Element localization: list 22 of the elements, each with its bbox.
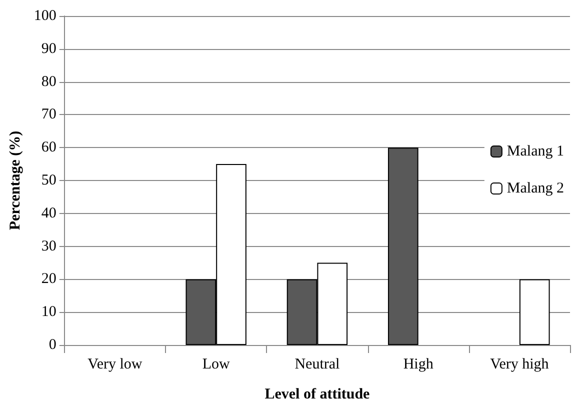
x-tick-label: High bbox=[403, 356, 434, 372]
y-tick-label: 50 bbox=[41, 172, 56, 188]
bar bbox=[519, 279, 550, 345]
y-tick-label: 70 bbox=[41, 106, 56, 123]
y-axis-title: Percentage (%) bbox=[8, 130, 24, 230]
y-tick-label: 20 bbox=[41, 271, 56, 288]
x-axis-title: Level of attitude bbox=[264, 386, 370, 402]
y-tick-label: 80 bbox=[41, 74, 56, 90]
y-tick-label: 60 bbox=[41, 140, 56, 156]
bar bbox=[388, 148, 418, 345]
legend-label: Malang 2 bbox=[506, 180, 564, 196]
y-tick-label: 90 bbox=[41, 40, 56, 57]
y-tick-label: 10 bbox=[41, 304, 56, 320]
y-tick-label: 100 bbox=[34, 8, 56, 24]
x-tick-label: Very high bbox=[490, 356, 550, 372]
y-tick-label: 30 bbox=[41, 238, 56, 254]
x-tick-label: Low bbox=[202, 356, 230, 372]
y-tick-label: 0 bbox=[48, 337, 56, 353]
legend-label: Malang 1 bbox=[506, 144, 564, 160]
x-tick-label: Neutral bbox=[294, 356, 340, 372]
y-tick-label: 40 bbox=[41, 205, 56, 222]
x-tick-label: Very low bbox=[88, 356, 142, 372]
